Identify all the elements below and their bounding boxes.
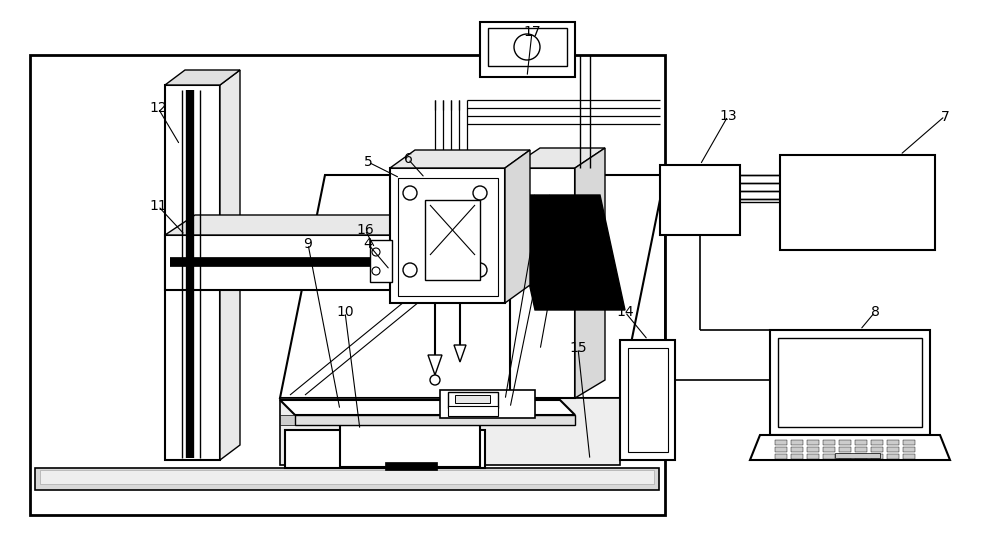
Text: 9: 9 xyxy=(304,237,312,251)
Bar xyxy=(871,447,883,452)
Polygon shape xyxy=(280,398,620,465)
Text: 2: 2 xyxy=(541,230,549,244)
Bar xyxy=(855,454,867,459)
Polygon shape xyxy=(390,150,530,168)
Circle shape xyxy=(514,34,540,60)
Text: 3: 3 xyxy=(548,277,556,292)
Bar xyxy=(823,440,835,445)
Polygon shape xyxy=(165,215,505,235)
Bar xyxy=(839,440,851,445)
Bar xyxy=(40,470,654,484)
Bar xyxy=(839,447,851,452)
Bar xyxy=(775,447,787,452)
Circle shape xyxy=(403,263,417,277)
Bar xyxy=(823,447,835,452)
Polygon shape xyxy=(165,70,240,85)
Bar xyxy=(903,447,915,452)
Bar xyxy=(370,240,392,282)
Bar xyxy=(488,28,567,66)
Bar xyxy=(510,168,575,398)
Bar xyxy=(823,454,835,459)
Text: 11: 11 xyxy=(149,199,167,213)
Circle shape xyxy=(473,186,487,200)
Polygon shape xyxy=(280,415,295,425)
Bar xyxy=(775,440,787,445)
Bar xyxy=(448,406,498,416)
Bar xyxy=(628,348,668,452)
Text: 6: 6 xyxy=(404,152,412,166)
Text: 14: 14 xyxy=(616,305,634,319)
Polygon shape xyxy=(505,150,530,303)
Text: 16: 16 xyxy=(356,223,374,237)
Polygon shape xyxy=(280,175,665,398)
Bar xyxy=(855,447,867,452)
Polygon shape xyxy=(220,70,240,460)
Polygon shape xyxy=(750,435,950,460)
Bar xyxy=(660,165,740,235)
Bar xyxy=(165,85,220,460)
Polygon shape xyxy=(575,148,605,398)
Bar xyxy=(791,440,803,445)
Bar xyxy=(778,338,922,427)
Bar xyxy=(165,235,475,290)
Bar xyxy=(440,390,535,418)
Text: 12: 12 xyxy=(149,101,167,115)
Bar xyxy=(807,447,819,452)
Bar xyxy=(835,453,880,458)
Bar xyxy=(285,430,485,468)
Circle shape xyxy=(473,263,487,277)
Circle shape xyxy=(372,267,380,275)
Bar xyxy=(871,440,883,445)
Text: 1: 1 xyxy=(531,219,539,233)
Bar xyxy=(770,330,930,435)
Bar xyxy=(398,178,498,296)
Bar xyxy=(807,440,819,445)
Text: 13: 13 xyxy=(719,108,737,123)
Bar xyxy=(791,454,803,459)
Bar xyxy=(807,454,819,459)
Bar xyxy=(775,454,787,459)
Bar xyxy=(791,447,803,452)
Bar xyxy=(385,462,437,470)
Bar xyxy=(455,395,490,403)
Bar xyxy=(855,440,867,445)
Circle shape xyxy=(372,248,380,256)
Polygon shape xyxy=(428,355,442,375)
Polygon shape xyxy=(510,195,625,310)
Text: 8: 8 xyxy=(871,305,879,319)
Bar xyxy=(903,454,915,459)
Bar xyxy=(839,454,851,459)
Text: 7: 7 xyxy=(941,110,949,124)
Bar xyxy=(35,468,659,490)
Bar xyxy=(448,392,498,408)
Circle shape xyxy=(403,186,417,200)
Bar xyxy=(480,22,575,77)
Text: 4: 4 xyxy=(364,237,372,251)
Polygon shape xyxy=(475,215,505,290)
Bar xyxy=(903,440,915,445)
Bar xyxy=(871,454,883,459)
Bar xyxy=(887,454,899,459)
Bar xyxy=(340,425,480,467)
Bar xyxy=(780,155,935,250)
Text: 10: 10 xyxy=(336,305,354,319)
Bar xyxy=(887,447,899,452)
Polygon shape xyxy=(510,148,605,168)
Bar xyxy=(425,200,480,280)
Bar xyxy=(30,55,665,515)
Circle shape xyxy=(430,375,440,385)
Bar xyxy=(620,340,675,460)
Bar xyxy=(887,440,899,445)
Text: 15: 15 xyxy=(569,341,587,355)
Text: 17: 17 xyxy=(523,25,541,39)
Polygon shape xyxy=(454,345,466,362)
Polygon shape xyxy=(295,415,575,425)
Bar xyxy=(390,168,505,303)
Text: 5: 5 xyxy=(364,155,372,169)
Polygon shape xyxy=(280,400,575,415)
